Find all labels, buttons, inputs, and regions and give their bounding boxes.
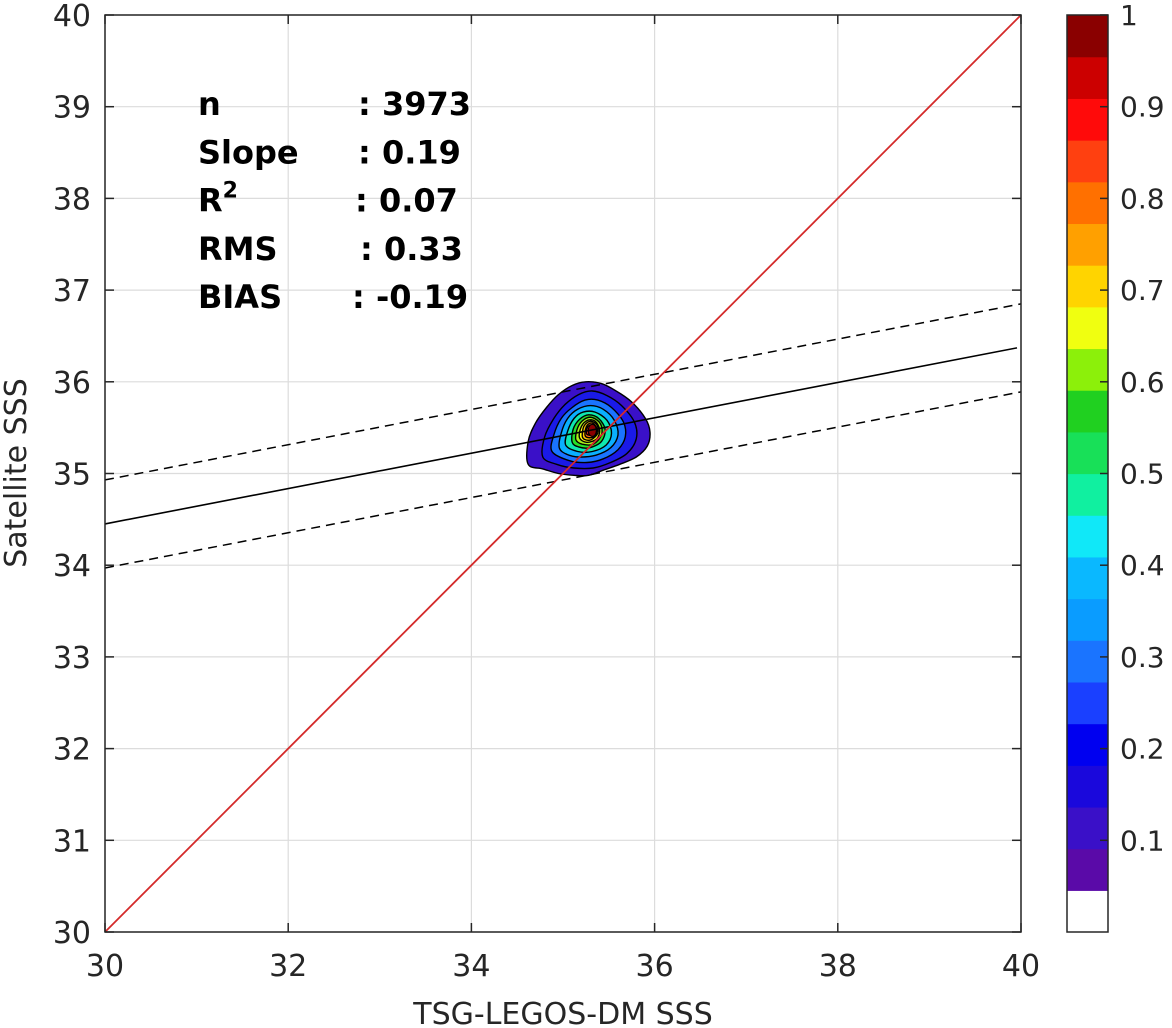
colorbar-segment xyxy=(1067,181,1108,225)
x-tick-label: 38 xyxy=(819,949,857,984)
x-tick-label: 32 xyxy=(269,949,307,984)
colorbar-tick-label: 0.8 xyxy=(1120,182,1165,215)
colorbar: 0.1 0.2 0.3 0.4 0.5 0.6 0.7 0.8 0.9 1 xyxy=(1066,0,1165,933)
colorbar-segment xyxy=(1067,598,1108,641)
stat-value: : 0.19 xyxy=(358,133,461,171)
colorbar-tick-label: 0.2 xyxy=(1120,733,1165,766)
stat-label: n xyxy=(198,85,221,123)
statistics-box: n : 3973 Slope : 0.19 R2 : 0.07 RMS : 0.33 BIAS:… xyxy=(198,85,471,316)
colorbar-segment xyxy=(1067,556,1108,600)
colorbar-segment xyxy=(1067,140,1108,183)
colorbar-segment xyxy=(1067,306,1108,350)
colorbar-tick-label: 0.6 xyxy=(1120,366,1165,399)
regression-line xyxy=(104,347,1018,525)
y-tick-label: 31 xyxy=(53,824,91,859)
stat-value: : -0.19 xyxy=(352,278,468,316)
y-tick-label: 39 xyxy=(53,91,91,126)
colorbar-segment xyxy=(1067,15,1108,58)
stat-value: : 3973 xyxy=(358,85,471,123)
regression-bound-line xyxy=(104,391,1022,569)
colorbar-segment xyxy=(1067,723,1108,766)
x-tick-label: 30 xyxy=(86,949,124,984)
colorbar-tick-label: 0.3 xyxy=(1120,641,1165,674)
colorbar-tick-label: 0.7 xyxy=(1120,274,1165,307)
x-axis-ticks: 30 32 34 36 38 40 xyxy=(86,15,1040,984)
y-tick-label: 30 xyxy=(53,916,91,951)
colorbar-segment xyxy=(1067,765,1108,808)
colorbar-segment xyxy=(1067,56,1108,99)
colorbar-segment xyxy=(1067,390,1108,433)
y-tick-label: 38 xyxy=(53,182,91,217)
y-tick-label: 40 xyxy=(53,0,91,34)
colorbar-segment xyxy=(1067,265,1108,308)
colorbar-segment xyxy=(1067,348,1108,391)
y-tick-label: 35 xyxy=(53,458,91,493)
density-contours xyxy=(526,381,651,477)
y-tick-label: 33 xyxy=(53,641,91,676)
stat-superscript: 2 xyxy=(223,179,238,204)
colorbar-tick-label: 0.9 xyxy=(1120,91,1165,124)
stat-value: : 0.07 xyxy=(355,182,458,220)
colorbar-segment xyxy=(1067,890,1108,933)
colorbar-segment xyxy=(1067,98,1108,141)
colorbar-segment xyxy=(1067,681,1108,725)
x-axis-label: TSG-LEGOS-DM SSS xyxy=(412,997,713,1028)
y-tick-label: 34 xyxy=(53,549,91,584)
colorbar-tick-label: 0.5 xyxy=(1120,458,1165,491)
x-tick-label: 34 xyxy=(452,949,490,984)
identity-line xyxy=(104,14,1022,933)
colorbar-segment xyxy=(1067,431,1108,475)
colorbar-tick-label: 0.1 xyxy=(1120,824,1165,857)
x-tick-label: 36 xyxy=(636,949,674,984)
colorbar-tick-label: 1 xyxy=(1120,0,1138,32)
y-axis-label: Satellite SSS xyxy=(0,378,34,568)
stat-label: BIAS xyxy=(198,278,282,316)
colorbar-segment xyxy=(1067,473,1108,516)
stat-label: R2 xyxy=(198,179,238,220)
stat-label: Slope xyxy=(198,133,299,171)
y-axis-ticks: 30 31 32 33 34 35 36 37 38 39 40 xyxy=(53,0,1021,951)
stat-value: : 0.33 xyxy=(360,230,463,268)
y-tick-label: 36 xyxy=(53,366,91,401)
fit-lines xyxy=(104,14,1022,933)
colorbar-segment xyxy=(1067,515,1108,558)
colorbar-segment xyxy=(1067,223,1108,266)
y-tick-label: 37 xyxy=(53,274,91,309)
colorbar-segment xyxy=(1067,640,1108,683)
colorbar-segment xyxy=(1067,806,1108,850)
x-tick-label: 40 xyxy=(1002,949,1040,984)
colorbar-tick-label: 0.4 xyxy=(1120,549,1165,582)
y-tick-label: 32 xyxy=(53,733,91,768)
colorbar-segment xyxy=(1067,848,1108,891)
stat-label: RMS xyxy=(198,230,278,268)
regression-bound-line xyxy=(104,303,1022,481)
